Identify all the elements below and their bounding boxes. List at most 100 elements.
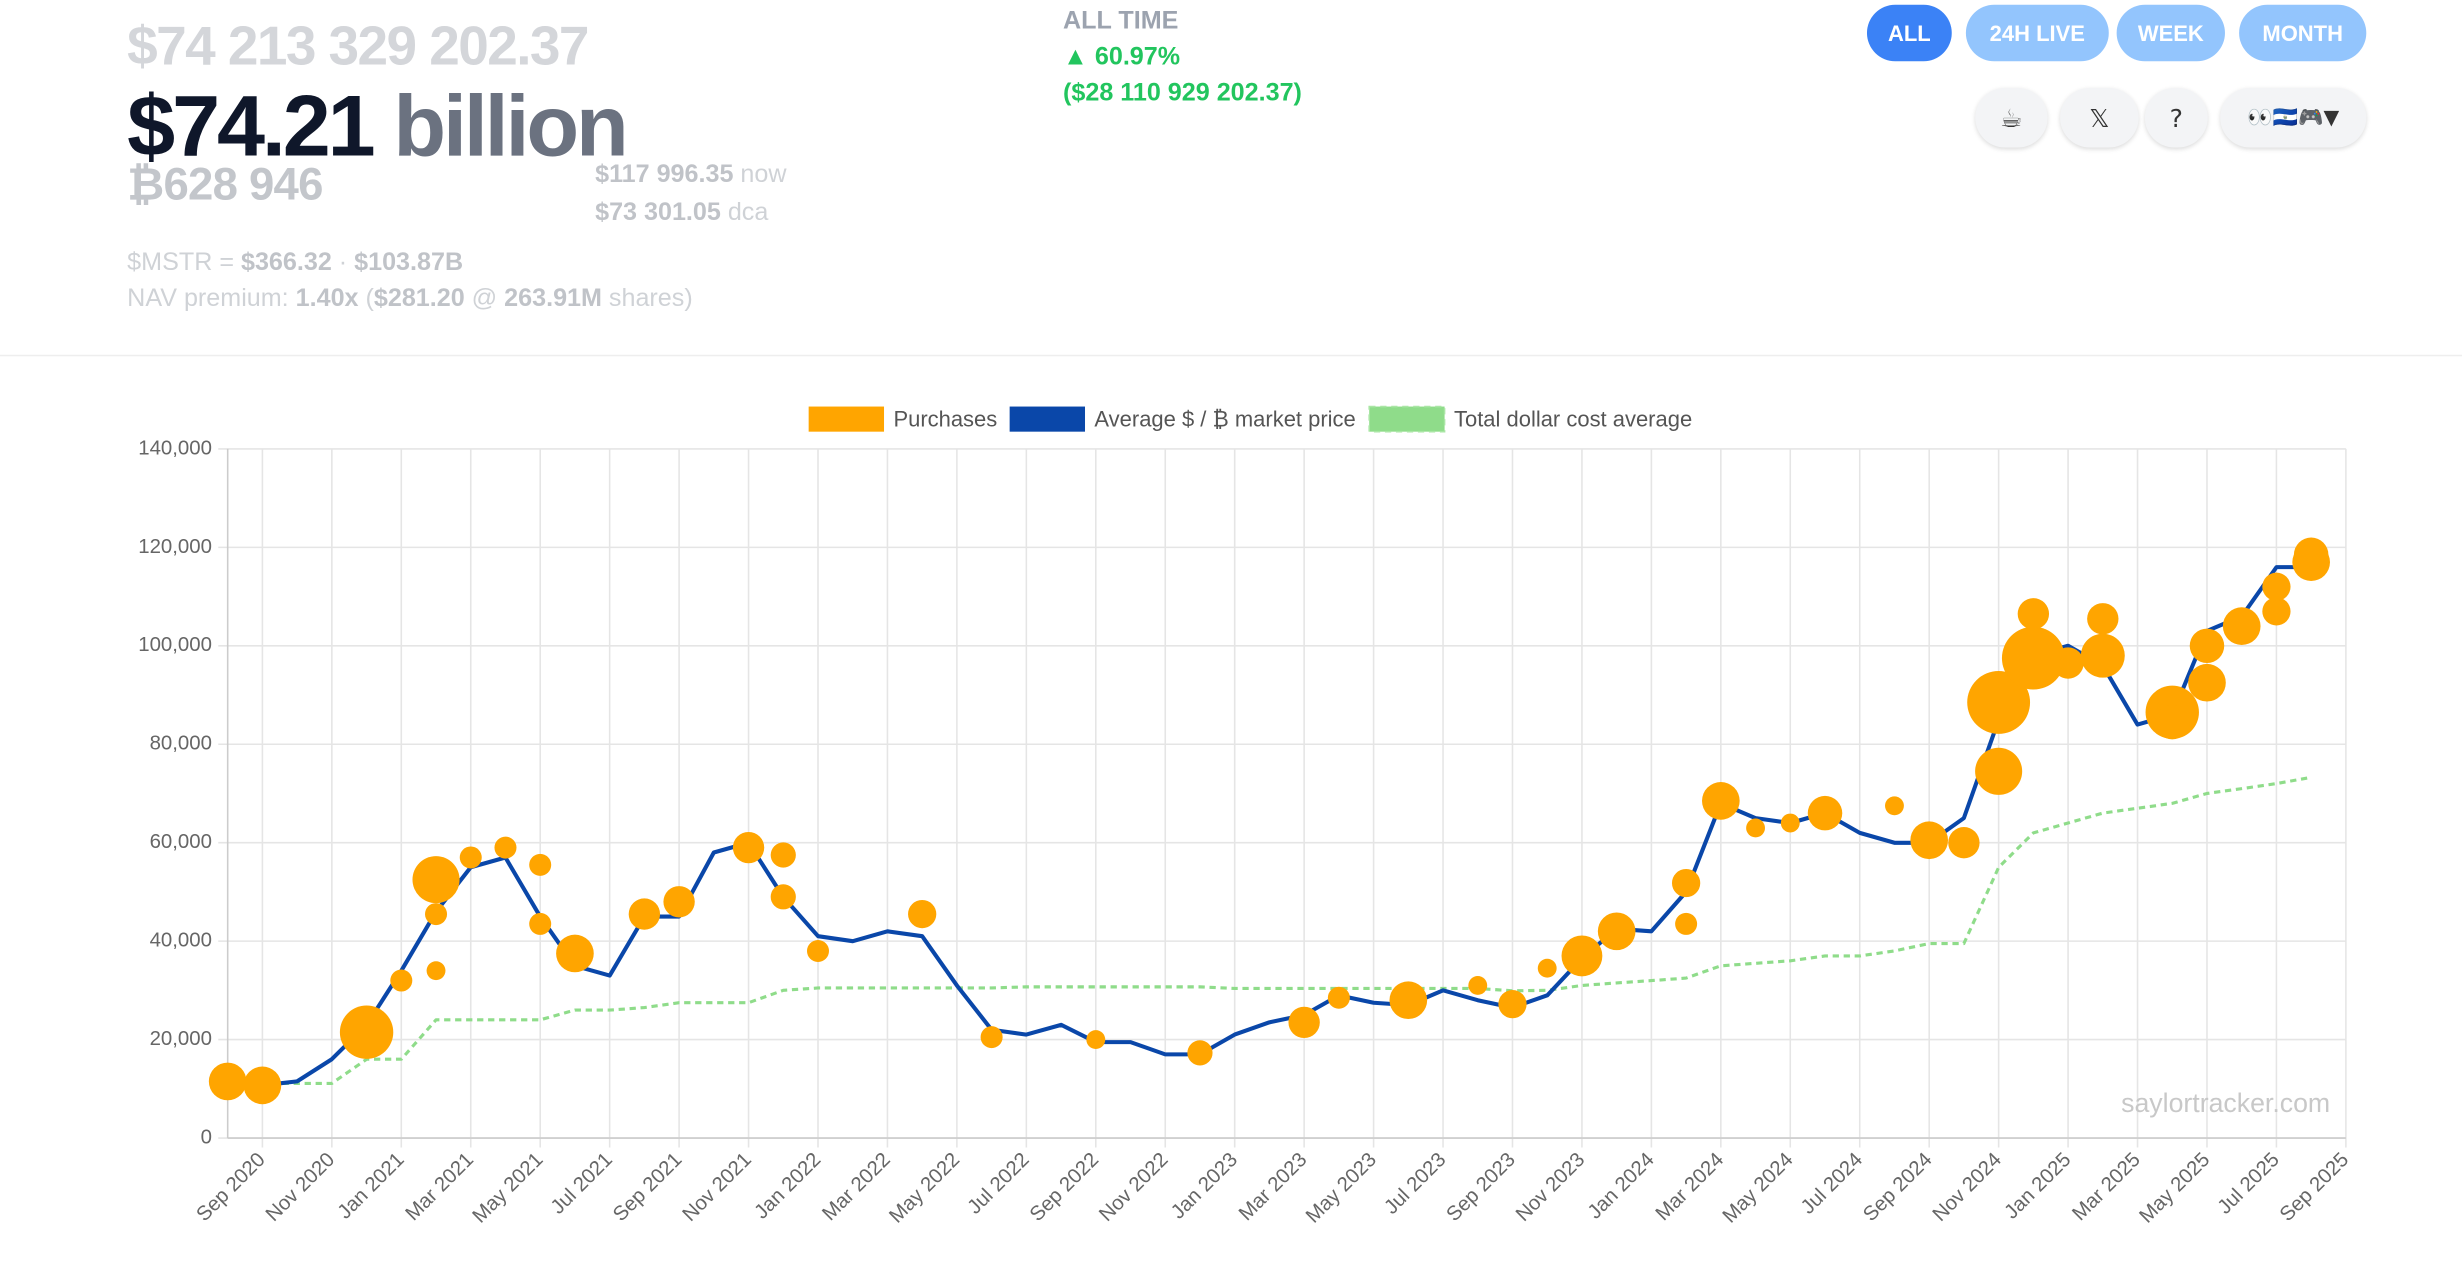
purchase-bubble: [2155, 704, 2190, 740]
period-button[interactable]: MONTH: [2239, 4, 2367, 62]
x-tick-label: Nov 2023: [1512, 1149, 1589, 1226]
x-tick-label: Jan 2024: [1584, 1149, 1659, 1224]
purchase-bubble: [2262, 572, 2291, 601]
purchase-bubble: [2080, 633, 2125, 678]
purchase-bubble: [556, 934, 594, 973]
purchase-bubble: [1967, 671, 2031, 734]
legend-swatch: [1368, 405, 1446, 433]
x-tick-label: Sep 2023: [1443, 1149, 1520, 1226]
x-tick-label: Jan 2025: [2001, 1149, 2076, 1224]
purchase-bubble: [2001, 626, 2065, 690]
line: [227, 775, 2312, 1085]
purchase-bubble: [663, 886, 695, 918]
x-tick-label: Nov 2022: [1095, 1149, 1172, 1226]
mstr-price: $366.32: [240, 249, 332, 277]
purchase-bubble: [1597, 912, 1636, 951]
nav-value: 1.40x: [295, 285, 359, 313]
legend-swatch: [808, 406, 885, 432]
purchase-bubble: [459, 846, 482, 869]
x-tick-label: Jul 2025: [2214, 1149, 2284, 1219]
purchase-bubble: [2017, 598, 2050, 630]
price-dca-value: $73 301.05: [595, 199, 721, 227]
y-tick-label: 140,000: [138, 437, 212, 459]
help-button[interactable]: ?: [2144, 87, 2208, 148]
price-now-value: $117 996.35: [595, 161, 734, 189]
nav-label: NAV premium:: [127, 285, 296, 313]
nav-price: $281.20: [373, 285, 465, 313]
legend-label: Purchases: [893, 406, 997, 431]
purchase-bubble: [2229, 616, 2255, 642]
purchase-bubble: [806, 939, 830, 962]
period-button[interactable]: WEEK: [2116, 4, 2225, 62]
y-tick-label: 40,000: [150, 930, 212, 952]
price-dca-label: dca: [727, 199, 769, 227]
x-button[interactable]: 𝕏: [2060, 87, 2139, 148]
x-tick-label: Jul 2021: [547, 1149, 617, 1219]
purchase-bubble: [1671, 868, 1701, 898]
coffee-button[interactable]: ☕: [1975, 87, 2048, 148]
divider: [0, 354, 2462, 357]
total-exact: $74 213 329 202.37: [127, 15, 589, 77]
purchase-bubble: [339, 1005, 394, 1059]
purchase-bubble: [1910, 821, 1949, 860]
x-tick-label: May 2025: [2135, 1149, 2214, 1228]
period-button[interactable]: ALL: [1866, 4, 1952, 62]
menu-button[interactable]: 👀🇸🇻🎮▼: [2220, 87, 2367, 148]
x-tick-label: Nov 2021: [679, 1149, 756, 1226]
mstr-label: $MSTR =: [127, 249, 241, 277]
purchase-bubble: [1498, 990, 1527, 1019]
period-label: ALL TIME: [1063, 7, 1179, 35]
x-tick-label: Sep 2020: [192, 1149, 269, 1226]
y-tick-label: 120,000: [138, 536, 212, 558]
purchase-bubble: [980, 1026, 1003, 1049]
purchase-bubble: [1807, 795, 1843, 831]
price-now-label: now: [740, 161, 787, 189]
purchase-bubble: [770, 884, 796, 910]
nav-shares: 263.91M: [504, 285, 602, 313]
x-tick-label: May 2024: [1719, 1149, 1798, 1228]
purchase-bubble: [1561, 935, 1603, 977]
y-tick-label: 80,000: [150, 733, 212, 755]
x-tick-label: Nov 2020: [262, 1149, 339, 1226]
nav-close: shares): [601, 285, 693, 313]
x-tick-label: May 2021: [469, 1149, 548, 1228]
change-abs: ($28 110 929 202.37): [1063, 80, 1302, 107]
purchase-bubble: [1702, 782, 1740, 820]
purchase-bubble: [412, 856, 460, 904]
nav-open: (: [358, 285, 374, 313]
purchase-bubble: [2189, 628, 2225, 664]
purchase-bubble: [494, 836, 517, 859]
purchase-bubble: [1288, 1006, 1320, 1039]
purchase-bubble: [1885, 796, 1904, 816]
purchase-bubble: [1780, 813, 1800, 833]
period-button[interactable]: 24H LIVE: [1965, 4, 2109, 62]
purchase-bubble: [1746, 818, 1765, 838]
purchase-bubble: [628, 898, 661, 930]
purchase-bubble: [1675, 912, 1698, 935]
purchase-bubble: [208, 1062, 247, 1101]
x-tick-label: Jan 2021: [334, 1149, 409, 1224]
nav-premium: NAV premium: 1.40x ($281.20 @ 263.91M sh…: [127, 286, 693, 314]
x-tick-label: Jul 2022: [964, 1149, 1034, 1219]
purchase-bubble: [2188, 663, 2226, 702]
x-tick-label: Mar 2024: [1652, 1149, 1728, 1225]
btc-holdings: ₿628 946: [127, 160, 323, 211]
price-dca: $73 301.05 dca: [595, 199, 768, 227]
watermark: saylortracker.com: [2121, 1088, 2330, 1118]
purchase-bubble: [2292, 543, 2330, 581]
mstr: $MSTR = $366.32 · $103.87B: [127, 250, 463, 278]
purchase-bubble: [2262, 597, 2291, 626]
price-now: $117 996.35 now: [595, 162, 786, 190]
y-tick-label: 20,000: [150, 1028, 212, 1050]
legend-label: Total dollar cost average: [1454, 406, 1692, 431]
nav-at: @: [464, 285, 505, 313]
legend-label: Average $ / ₿ market price: [1094, 406, 1355, 431]
purchase-bubble: [908, 899, 937, 929]
purchase-bubble: [1537, 958, 1557, 978]
x-tick-label: May 2022: [885, 1149, 964, 1228]
x-tick-label: Jul 2023: [1380, 1149, 1450, 1219]
purchase-bubble: [390, 969, 413, 992]
purchase-bubble: [529, 912, 552, 935]
purchase-bubble: [243, 1066, 282, 1105]
